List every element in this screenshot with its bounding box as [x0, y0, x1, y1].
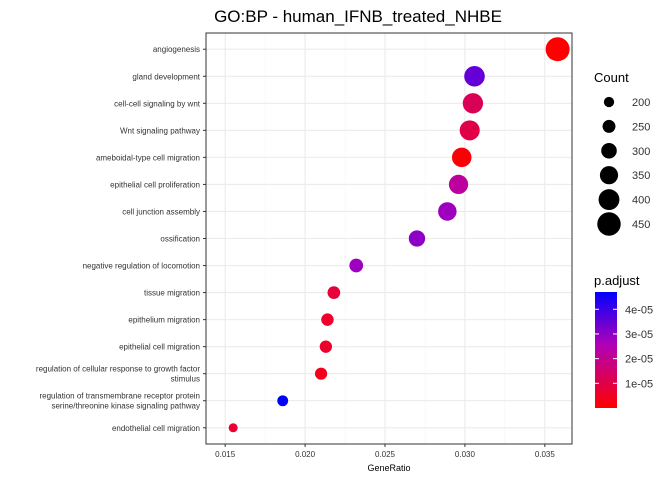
- y-tick-label: epithelial cell proliferation: [110, 180, 200, 189]
- x-tick-label: 0.015: [215, 450, 236, 459]
- color-legend-label: 3e-05: [625, 329, 653, 341]
- data-point: [314, 367, 328, 380]
- y-axis-labels: angiogenesis gland development cell-cell s…: [36, 45, 206, 433]
- y-tick-label: regulation of transmembrane receptor pro…: [39, 392, 200, 401]
- y-tick-label: regulation of cellular response to growt…: [36, 365, 200, 374]
- size-legend-label: 300: [632, 146, 650, 158]
- data-point: [464, 65, 485, 87]
- size-legend-title: Count: [594, 70, 629, 85]
- color-legend-bar: [595, 292, 617, 408]
- x-axis-title: GeneRatio: [367, 463, 410, 473]
- y-tick-label: negative regulation of locomotion: [83, 262, 200, 271]
- color-legend: p.adjust 1e-05 2e-05 3e-05 4e-05: [594, 273, 653, 408]
- x-tick-label: 0.035: [535, 450, 556, 459]
- x-tick-label: 0.030: [455, 450, 476, 459]
- data-point: [438, 202, 457, 221]
- data-point: [277, 395, 289, 407]
- y-tick-label: cell-cell signaling by wnt: [114, 99, 201, 108]
- y-tick-label: gland development: [132, 72, 200, 81]
- x-tick-label: 0.025: [375, 450, 396, 459]
- y-tick-label: stimulus: [171, 375, 200, 384]
- y-tick-label: ameboidal-type cell migration: [96, 153, 200, 162]
- size-legend-key: [598, 189, 620, 211]
- x-axis-ticks: 0.015 0.020 0.025 0.030 0.035: [215, 444, 555, 459]
- size-legend-label: 450: [632, 219, 650, 231]
- size-legend-label: 250: [632, 121, 650, 133]
- size-legend-key: [603, 96, 615, 108]
- data-point: [545, 37, 570, 62]
- data-point: [459, 120, 480, 141]
- size-legend-label: 200: [632, 97, 650, 109]
- y-tick-label: tissue migration: [144, 289, 200, 298]
- data-point: [451, 147, 472, 168]
- y-tick-label: serine/threonine kinase signaling pathwa…: [51, 402, 200, 411]
- data-point: [327, 286, 341, 299]
- size-legend-key: [597, 212, 621, 236]
- x-tick-label: 0.020: [295, 450, 316, 459]
- color-legend-title: p.adjust: [594, 273, 640, 288]
- color-legend-label: 1e-05: [625, 378, 653, 390]
- size-legend-key: [601, 143, 617, 159]
- y-tick-label: angiogenesis: [153, 45, 200, 54]
- y-tick-label: epithelium migration: [128, 316, 200, 325]
- chart-title: GO:BP - human_IFNB_treated_NHBE: [214, 7, 502, 26]
- data-point: [321, 313, 334, 326]
- y-tick-label: epithelial cell migration: [119, 343, 200, 352]
- y-tick-label: ossification: [160, 235, 200, 244]
- size-legend-key: [599, 166, 619, 185]
- data-point: [228, 423, 238, 433]
- y-tick-label: endothelial cell migration: [112, 424, 200, 433]
- color-legend-label: 4e-05: [625, 304, 653, 316]
- data-point: [349, 258, 364, 273]
- data-point: [462, 93, 484, 114]
- data-point: [408, 230, 426, 247]
- size-legend-label: 350: [632, 170, 650, 182]
- size-legend: Count 200 250 300 350 400 450: [594, 70, 650, 236]
- data-point: [319, 340, 333, 353]
- panel-gridlines: [206, 33, 572, 444]
- size-legend-key: [602, 119, 616, 133]
- y-tick-label: cell junction assembly: [122, 207, 200, 216]
- color-legend-label: 2e-05: [625, 354, 653, 366]
- data-points: [228, 37, 570, 433]
- data-point: [448, 174, 469, 195]
- y-tick-label: Wnt signaling pathway: [120, 126, 200, 135]
- size-legend-label: 400: [632, 195, 650, 207]
